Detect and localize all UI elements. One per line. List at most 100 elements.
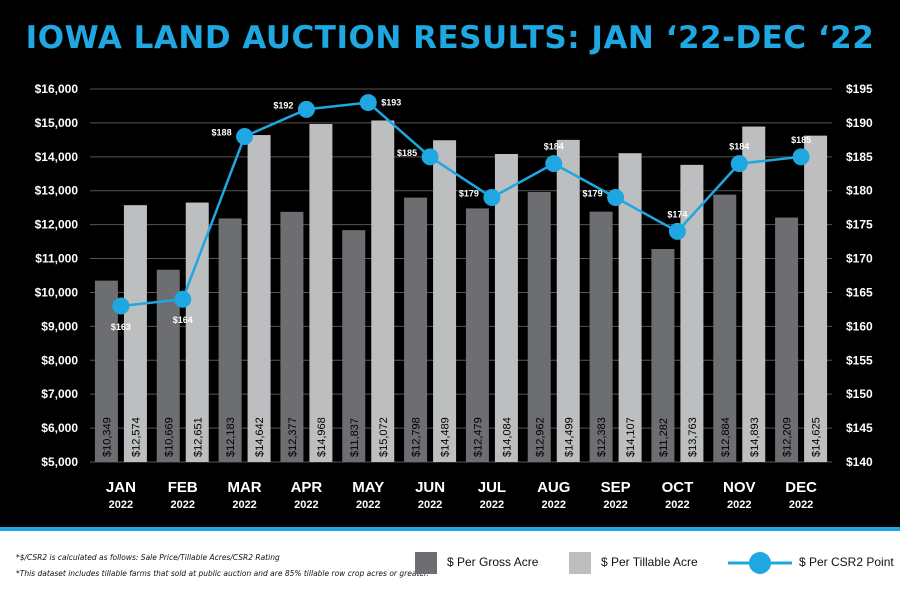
y-right-tick-label: $155: [846, 353, 873, 367]
csr2-point: [174, 290, 192, 308]
x-tick-label: SEP: [601, 479, 631, 496]
y-left-tick-label: $9,000: [41, 319, 78, 333]
csr2-point-label: $164: [173, 315, 193, 325]
bar-tillable-label: $13,763: [687, 417, 699, 457]
bar-gross-label: $12,479: [472, 417, 484, 457]
csr2-point-label: $188: [212, 127, 232, 137]
chart-svg: $5,000 $6,000 $7,000 $8,000 $9,000 $10,000 $11…: [35, 82, 873, 511]
x-tick-year-label: 2022: [603, 499, 627, 511]
y-left-tick-label: $7,000: [41, 387, 78, 401]
x-tick-label: MAY: [352, 479, 384, 496]
bar-gross-label: $12,798: [411, 417, 423, 457]
csr2-point-label: $184: [729, 142, 749, 152]
bar-gross-label: $12,209: [782, 417, 794, 457]
y-right-tick-label: $145: [846, 421, 873, 435]
x-tick-label: APR: [291, 479, 323, 496]
x-tick-label: FEB: [168, 479, 198, 496]
x-tick-label: JUN: [415, 479, 445, 496]
y-left-tick-label: $13,000: [35, 184, 79, 198]
bar-tillable: [556, 139, 580, 462]
x-tick-year-label: 2022: [480, 499, 504, 511]
y-left-tick-label: $10,000: [35, 285, 79, 299]
csr2-point: [297, 100, 315, 118]
csr2-point-label: $179: [459, 189, 479, 199]
bar-tillable: [433, 140, 457, 462]
bar-gross: [94, 280, 118, 462]
bar-gross: [280, 211, 304, 462]
csr2-point-label: $184: [544, 142, 564, 152]
y-right-tick-label: $160: [846, 319, 873, 333]
x-tick-label: JUL: [478, 479, 506, 496]
y-left-tick-label: $8,000: [41, 353, 78, 367]
bar-gross: [218, 218, 242, 462]
y-left-tick-label: $12,000: [35, 218, 79, 232]
y-right-tick-label: $195: [846, 82, 873, 96]
legend-swatch-csr2: [728, 552, 792, 574]
bar-tillable: [742, 126, 766, 463]
bar-gross-label: $11,282: [658, 418, 670, 457]
legend-swatch-gross: [415, 552, 437, 574]
chart-title: IOWA LAND AUCTION RESULTS: JAN ‘22-DEC ‘…: [25, 20, 875, 56]
csr2-point: [359, 94, 377, 112]
csr2-point-label: $163: [111, 322, 131, 332]
bar-tillable: [371, 120, 395, 462]
legend-label-csr2: $ Per CSR2 Point: [799, 555, 894, 569]
x-tick-label: AUG: [537, 479, 570, 496]
bar-gross-label: $11,837: [349, 418, 361, 457]
x-tick-year-label: 2022: [789, 499, 813, 511]
x-tick-year-label: 2022: [418, 499, 442, 511]
bar-gross: [156, 269, 180, 462]
y-right-tick-label: $180: [846, 184, 873, 198]
y-right-tick-label: $170: [846, 252, 873, 266]
x-tick-year-label: 2022: [109, 499, 133, 511]
bar-tillable-label: $14,489: [440, 417, 452, 457]
y-right-tick-label: $140: [846, 455, 873, 469]
y-right-tick-label: $165: [846, 285, 873, 299]
y-right-tick-label: $150: [846, 387, 873, 401]
x-tick-year-label: 2022: [171, 499, 195, 511]
csr2-point-label: $193: [381, 98, 401, 108]
x-tick-label: DEC: [785, 479, 817, 496]
bar-gross: [342, 230, 366, 462]
x-tick-label: JAN: [106, 479, 136, 496]
csr2-point: [236, 127, 254, 145]
y-left-tick-label: $15,000: [35, 116, 79, 130]
bar-tillable: [618, 153, 642, 462]
legend-label-gross: $ Per Gross Acre: [447, 555, 539, 569]
bar-gross-label: $12,962: [534, 417, 546, 457]
y-right-tick-label: $175: [846, 218, 873, 232]
y-left-tick-label: $5,000: [41, 455, 78, 469]
bar-gross: [713, 194, 737, 463]
bar-tillable-label: $15,072: [378, 417, 390, 457]
x-tick-year-label: 2022: [727, 499, 751, 511]
bar-gross-label: $12,884: [720, 417, 732, 457]
csr2-point: [112, 297, 130, 315]
x-tick-year-label: 2022: [542, 499, 566, 511]
bar-tillable: [680, 164, 704, 463]
bar-tillable: [247, 135, 271, 463]
bar-tillable-label: $12,651: [192, 417, 204, 457]
bar-gross: [465, 208, 489, 462]
bar-gross-label: $12,383: [596, 417, 608, 457]
x-tick-year-label: 2022: [356, 499, 380, 511]
csr2-point: [545, 155, 563, 173]
bar-gross: [404, 197, 428, 462]
footer: *$/CSR2 is calculated as follows: Sale P…: [0, 531, 900, 600]
csr2-point-label: $174: [667, 209, 687, 219]
footnote-csr2: *$/CSR2 is calculated as follows: Sale P…: [16, 553, 280, 562]
csr2-point-label: $179: [583, 189, 603, 199]
accent-divider: [0, 527, 900, 531]
bar-gross: [775, 217, 799, 462]
bar-tillable-label: $14,968: [316, 417, 328, 457]
bar-tillable-label: $14,642: [254, 417, 266, 457]
x-tick-label: NOV: [723, 479, 756, 496]
legend-swatch-tillable: [569, 552, 591, 574]
chart-panel: IOWA LAND AUCTION RESULTS: JAN ‘22-DEC ‘…: [0, 0, 900, 527]
csr2-point: [607, 189, 625, 207]
csr2-point-label: $185: [397, 148, 417, 158]
csr2-point-label: $185: [791, 135, 811, 145]
y-right-tick-label: $190: [846, 116, 873, 130]
csr2-line: [120, 101, 802, 308]
x-tick-year-label: 2022: [294, 499, 318, 511]
bar-tillable-label: $14,084: [501, 417, 513, 457]
